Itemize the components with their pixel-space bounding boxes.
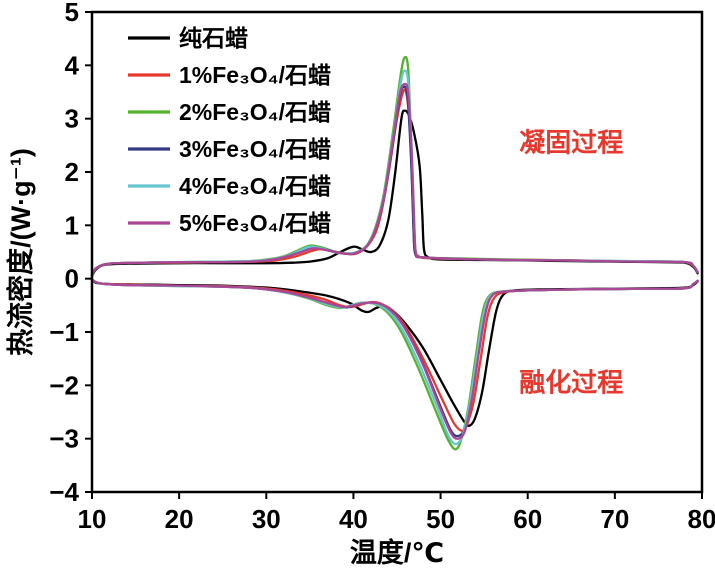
series-2-cooling-curve <box>90 55 699 277</box>
series-3-heating-curve <box>90 278 699 438</box>
series-5-heating-curve <box>90 278 699 440</box>
series-4-heating-curve <box>90 278 699 446</box>
annotation-0: 凝固过程 <box>519 128 623 158</box>
x-tick-label: 60 <box>513 504 542 534</box>
y-tick-label: 5 <box>65 0 79 27</box>
x-tick-label: 20 <box>165 504 194 534</box>
series-5-cooling-curve <box>90 82 699 277</box>
x-tick-label: 50 <box>426 504 455 534</box>
y-tick-label: 1 <box>65 210 79 240</box>
y-tick-label: −1 <box>49 317 79 347</box>
legend-item-label: 5%Fe₃O₄/石蜡 <box>179 210 331 236</box>
annotation-1: 融化过程 <box>519 368 623 398</box>
y-tick-label: 4 <box>65 50 80 80</box>
x-tick-label: 30 <box>252 504 281 534</box>
legend-item-label: 纯石蜡 <box>179 25 248 51</box>
y-tick-label: −3 <box>49 424 79 454</box>
x-tick-label: 80 <box>688 504 715 534</box>
x-tick-label: 40 <box>339 504 368 534</box>
y-tick-label: −4 <box>49 477 79 507</box>
legend-item-label: 2%Fe₃O₄/石蜡 <box>179 99 331 125</box>
plot-frame <box>90 10 704 494</box>
y-tick-label: 0 <box>65 264 79 294</box>
x-axis-label: 温度/℃ <box>350 537 444 568</box>
x-tick-label: 70 <box>600 504 629 534</box>
series-0-heating-curve <box>90 278 699 427</box>
legend-item-label: 3%Fe₃O₄/石蜡 <box>179 136 331 162</box>
y-tick-label: −2 <box>49 370 79 400</box>
y-tick-label: 2 <box>65 157 79 187</box>
y-axis-label: 热流密度/(W·g⁻¹) <box>5 148 36 356</box>
y-tick-label: 3 <box>65 104 79 134</box>
x-tick-label: 10 <box>78 504 107 534</box>
series-1-heating-curve <box>90 278 699 432</box>
legend-item-label: 1%Fe₃O₄/石蜡 <box>179 62 331 88</box>
legend-item-label: 4%Fe₃O₄/石蜡 <box>179 173 331 199</box>
series-2-heating-curve <box>90 278 699 451</box>
